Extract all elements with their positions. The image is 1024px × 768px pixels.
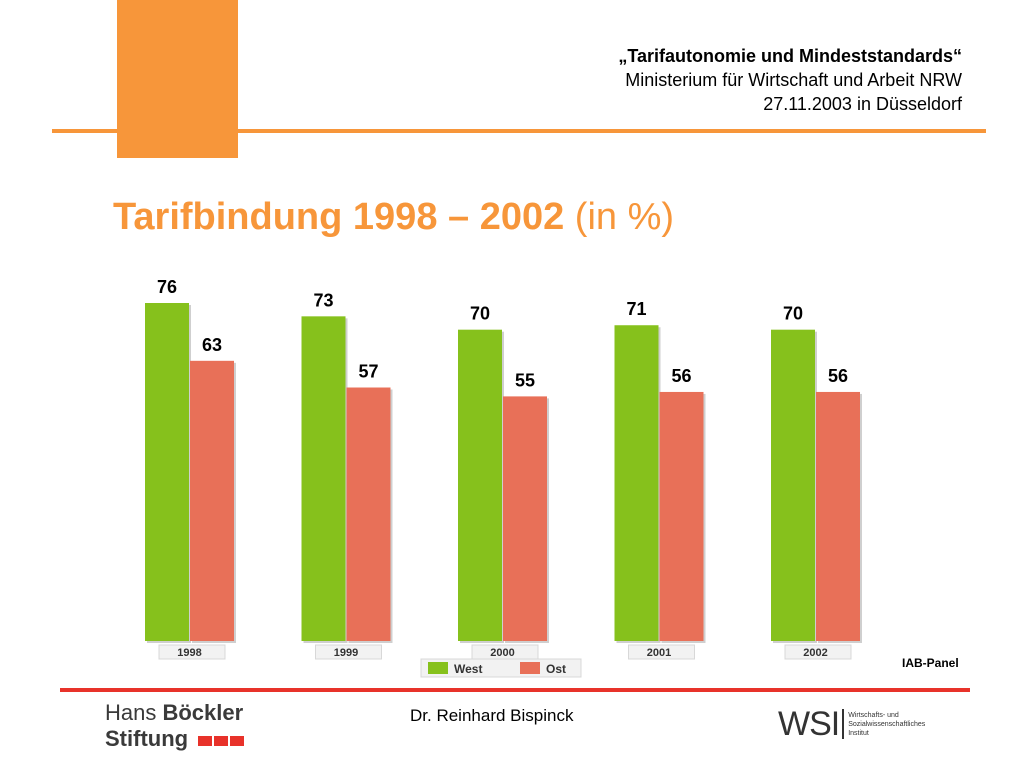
- bar-west-1998: [145, 303, 189, 641]
- wsi-logo: WSI Wirtschafts- und Sozialwissenschaftl…: [778, 707, 925, 741]
- data-label-west-1998: 76: [157, 277, 177, 297]
- slide-title-unit: (in %): [564, 196, 675, 238]
- source-label: IAB-Panel: [902, 656, 959, 670]
- data-label-ost-2000: 55: [515, 370, 535, 390]
- hbs-hans: Hans: [105, 700, 163, 725]
- bar-west-1999: [301, 316, 346, 641]
- bar-west-2001: [614, 325, 659, 641]
- legend-swatch-ost: [520, 662, 540, 674]
- category-box-1998: [158, 644, 226, 660]
- legend-label-ost: Ost: [546, 662, 566, 676]
- wsi-separator: [842, 709, 845, 739]
- hans-boeckler-logo: Hans Böckler Stiftung: [105, 700, 246, 752]
- category-label-1998: 1998: [177, 647, 201, 659]
- data-label-ost-1998: 63: [202, 335, 222, 355]
- data-label-ost-2001: 56: [671, 366, 691, 386]
- header-date: 27.11.2003 in Düsseldorf: [763, 94, 962, 114]
- footer-red-line: [60, 688, 970, 692]
- wsi-text: Wirtschafts- und Sozialwissenschaftliche…: [848, 711, 925, 738]
- category-label-2001: 2001: [647, 647, 671, 659]
- slide-title: Tarifbindung 1998 – 2002 (in %): [113, 196, 674, 239]
- header-orange-line: [52, 129, 986, 133]
- hbs-logo-bars-icon: [198, 736, 246, 746]
- author-name: Dr. Reinhard Bispinck: [410, 706, 574, 725]
- category-box-2001: [628, 644, 695, 660]
- bar-ost-2000: [503, 396, 547, 641]
- wsi-text-line1: Wirtschafts- und: [848, 711, 899, 719]
- bar-west-2000: [458, 329, 502, 641]
- legend-box: [420, 658, 582, 678]
- wsi-text-line3: Institut: [848, 729, 869, 737]
- bar-west-2002: [771, 329, 815, 641]
- header-text: „Tarifautonomie und Mindeststandards“ Mi…: [618, 44, 962, 116]
- slide-title-main: Tarifbindung 1998 – 2002: [113, 196, 565, 238]
- data-label-ost-1999: 57: [358, 362, 378, 382]
- data-label-west-2000: 70: [470, 304, 490, 324]
- category-label-2002: 2002: [803, 647, 827, 659]
- legend-label-west: West: [454, 662, 482, 676]
- wsi-text-line2: Sozialwissenschaftliches: [848, 720, 926, 728]
- category-box-2002: [784, 644, 852, 660]
- data-label-west-2002: 70: [783, 304, 803, 324]
- hbs-stiftung: Stiftung: [105, 726, 189, 751]
- data-label-west-1999: 73: [313, 290, 333, 310]
- header-title: „Tarifautonomie und Mindeststandards“: [618, 46, 962, 66]
- chart-legend: West Ost: [420, 658, 582, 678]
- data-label-west-2001: 71: [626, 299, 646, 319]
- legend-swatch-west: [428, 662, 448, 674]
- bar-ost-2001: [659, 391, 704, 641]
- bar-ost-1998: [190, 360, 234, 641]
- bar-ost-1999: [346, 387, 391, 641]
- category-label-1999: 1999: [334, 647, 358, 659]
- hbs-boeckler: Böckler: [162, 700, 244, 725]
- category-box-1999: [315, 644, 382, 660]
- category-label-2000: 2000: [490, 647, 514, 659]
- data-label-ost-2002: 56: [828, 366, 848, 386]
- bar-ost-2002: [816, 391, 860, 641]
- wsi-mark: WSI: [778, 705, 840, 743]
- header-ministry: Ministerium für Wirtschaft und Arbeit NR…: [625, 70, 962, 90]
